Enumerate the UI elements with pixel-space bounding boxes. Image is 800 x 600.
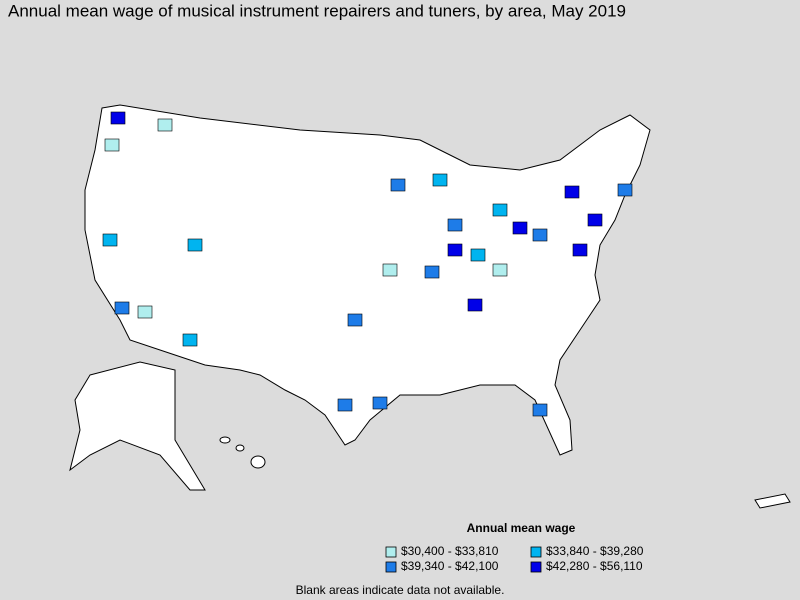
- legend-swatch: [530, 561, 542, 573]
- area-patch: [382, 263, 398, 277]
- hawaii: [235, 444, 245, 452]
- area-patch: [372, 396, 388, 410]
- hawaii: [219, 436, 231, 444]
- area-patch: [447, 243, 463, 257]
- area-patch: [110, 111, 126, 125]
- area-patch: [492, 203, 508, 217]
- map-title: Annual mean wage of musical instrument r…: [8, 1, 626, 20]
- area-patch: [564, 185, 580, 199]
- area-patch: [467, 298, 483, 312]
- legend-label: $33,840 - $39,280: [546, 544, 644, 558]
- area-patch: [390, 178, 406, 192]
- area-patch: [587, 213, 603, 227]
- area-patch: [532, 403, 548, 417]
- map: [69, 104, 791, 509]
- contiguous-us: [84, 104, 651, 456]
- area-patch: [137, 305, 153, 319]
- legend-swatch: [385, 561, 397, 573]
- legend-title: Annual mean wage: [467, 521, 576, 535]
- area-patch: [572, 243, 588, 257]
- legend-label: $30,400 - $33,810: [401, 544, 499, 558]
- area-patch: [102, 233, 118, 247]
- area-patch: [347, 313, 363, 327]
- area-patch: [447, 218, 463, 232]
- alaska: [69, 361, 206, 491]
- area-patch: [492, 263, 508, 277]
- legend-label: $42,280 - $56,110: [546, 559, 643, 573]
- puerto-rico: [754, 493, 791, 509]
- area-patch: [424, 265, 440, 279]
- area-patch: [337, 398, 353, 412]
- footnote: Blank areas indicate data not available.: [296, 583, 505, 597]
- legend: $30,400 - $33,810$39,340 - $42,100 $33,84…: [385, 544, 644, 573]
- area-patch: [532, 228, 548, 242]
- area-patch: [104, 138, 120, 152]
- area-patch: [617, 183, 633, 197]
- area-patch: [114, 301, 130, 315]
- legend-swatch: [530, 546, 542, 558]
- area-patches: [102, 111, 633, 417]
- area-patch: [182, 333, 198, 347]
- area-patch: [432, 173, 448, 187]
- area-patch: [470, 248, 486, 262]
- area-patch: [157, 118, 173, 132]
- legend-label: $39,340 - $42,100: [401, 559, 499, 573]
- hawaii: [250, 455, 266, 469]
- legend-swatch: [385, 546, 397, 558]
- area-patch: [512, 221, 528, 235]
- area-patch: [187, 238, 203, 252]
